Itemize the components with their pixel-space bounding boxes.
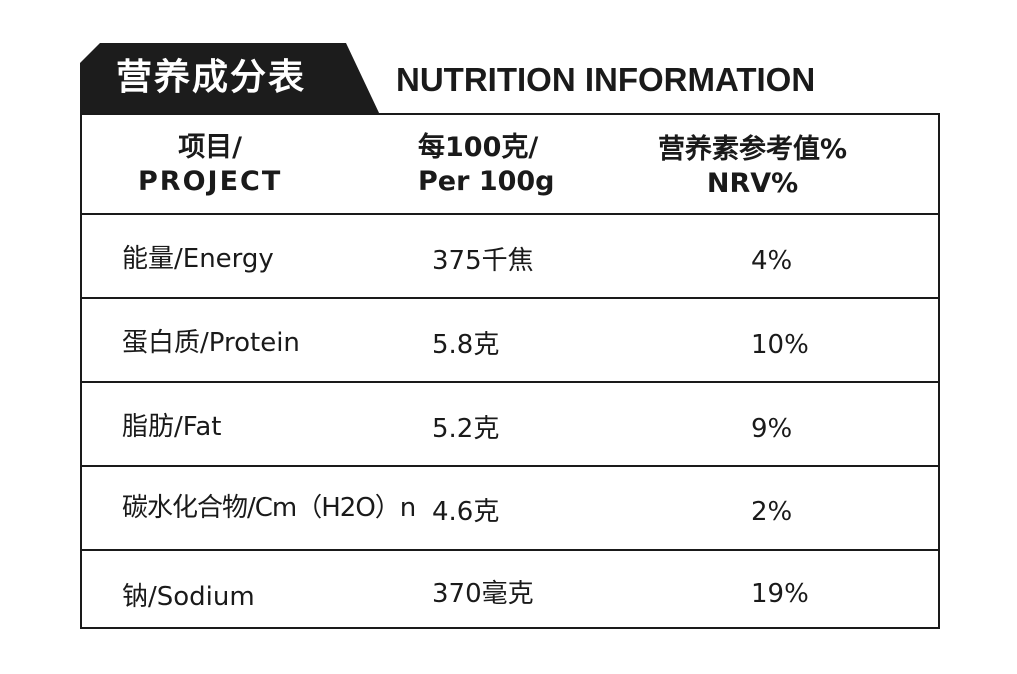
title-chinese: 营养成分表 <box>116 57 307 98</box>
column-header-project: 项目/ PROJECT <box>138 131 282 199</box>
table-header-row: 项目/ PROJECT 每100克/ Per 100g 营养素参考值% NRV% <box>82 115 938 215</box>
column-header-project-en: PROJECT <box>138 166 283 197</box>
column-header-per-100g-en: Per 100g <box>418 166 555 197</box>
column-header-nrv-cn: 营养素参考值% <box>658 134 848 165</box>
column-header-nrv-en: NRV% <box>706 168 799 199</box>
title-english: NUTRITION INFORMATION <box>396 61 816 98</box>
cell-nrv: 10% <box>751 330 809 360</box>
nutrition-table: 项目/ PROJECT 每100克/ Per 100g 营养素参考值% NRV%… <box>80 113 940 629</box>
column-header-per-100g: 每100克/ Per 100g <box>418 131 555 199</box>
cell-item: 蛋白质/Protein <box>122 328 300 358</box>
table-row-fat: 脂肪/Fat 5.2克 9% <box>82 383 938 467</box>
column-header-project-cn: 项目/ <box>178 132 243 163</box>
table-row-sodium: 钠/Sodium 370毫克 19% <box>82 551 938 635</box>
cell-item: 碳水化合物/Cm（H2O）n <box>122 493 416 523</box>
table-row-protein: 蛋白质/Protein 5.8克 10% <box>82 299 938 383</box>
cell-per-100g: 370毫克 <box>432 579 534 609</box>
column-header-per-100g-cn: 每100克/ <box>418 132 539 163</box>
cell-nrv: 9% <box>751 414 793 444</box>
cell-item: 能量/Energy <box>122 244 274 274</box>
cell-per-100g: 5.8克 <box>432 330 500 360</box>
table-row-energy: 能量/Energy 375千焦 4% <box>82 215 938 299</box>
cell-item: 脂肪/Fat <box>122 412 222 442</box>
cell-per-100g: 375千焦 <box>432 246 534 276</box>
cell-per-100g: 4.6克 <box>432 497 500 527</box>
cell-per-100g: 5.2克 <box>432 414 500 444</box>
table-row-carbohydrate: 碳水化合物/Cm（H2O）n 4.6克 2% <box>82 467 938 551</box>
column-header-nrv: 营养素参考值% NRV% <box>658 133 847 201</box>
cell-item: 钠/Sodium <box>122 582 255 612</box>
cell-nrv: 4% <box>751 246 793 276</box>
cell-nrv: 19% <box>751 579 809 609</box>
title-tab <box>80 43 380 115</box>
cell-nrv: 2% <box>751 497 793 527</box>
